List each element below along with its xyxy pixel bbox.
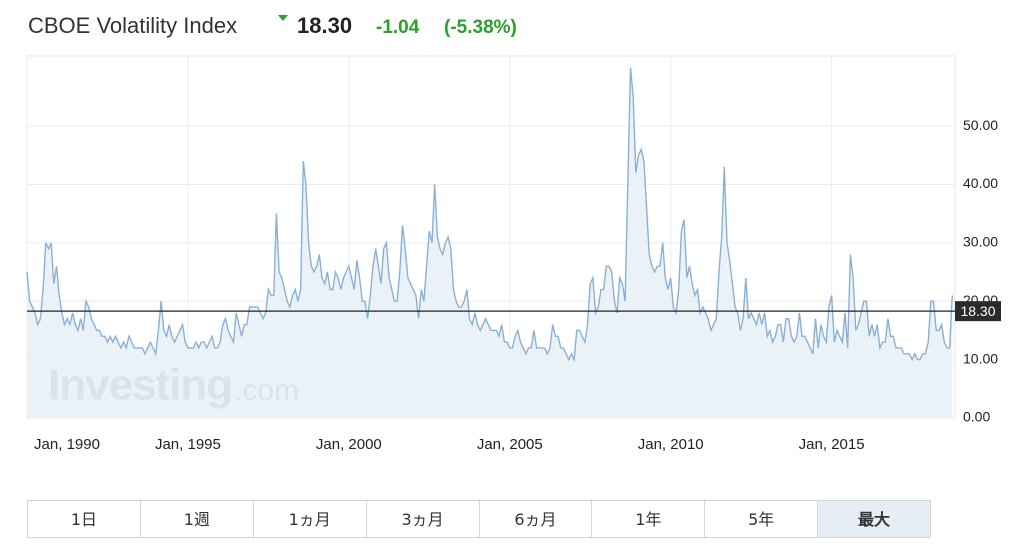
y-tick-label: 40.00 bbox=[963, 175, 998, 191]
y-tick-label: 0.00 bbox=[963, 409, 990, 425]
x-tick-label: Jan, 2005 bbox=[477, 436, 543, 453]
last-price-label: 18.30 bbox=[960, 303, 995, 319]
range-button[interactable]: 5年 bbox=[704, 500, 819, 538]
chart: CBOE Volatility Index 18.30 -1.04 (-5.38… bbox=[26, 13, 1001, 453]
range-button[interactable]: 最大 bbox=[817, 500, 931, 538]
y-tick-label: 30.00 bbox=[963, 234, 998, 250]
area bbox=[27, 67, 953, 418]
down-arrow bbox=[278, 15, 288, 21]
change-pct: (-5.38%) bbox=[444, 17, 517, 38]
chart-title: CBOE Volatility Index bbox=[28, 13, 237, 38]
range-button[interactable]: 3ヵ月 bbox=[365, 500, 480, 538]
last-price-box bbox=[955, 301, 1001, 322]
x-tick-label: Jan, 1995 bbox=[155, 436, 221, 453]
x-tick-label: Jan, 2010 bbox=[638, 436, 704, 453]
change: -1.04 bbox=[376, 17, 420, 38]
x-tick-label: Jan, 2015 bbox=[799, 436, 865, 453]
range-button[interactable]: 1ヵ月 bbox=[252, 500, 367, 538]
x-tick-label: Jan, 2000 bbox=[316, 436, 382, 453]
line bbox=[26, 67, 953, 363]
range-button[interactable]: 6ヵ月 bbox=[478, 500, 593, 538]
range-button[interactable]: 1年 bbox=[591, 500, 706, 538]
range-button[interactable]: 1週 bbox=[139, 500, 254, 538]
y-tick-label: 10.00 bbox=[963, 350, 998, 366]
last-price: 18.30 bbox=[297, 13, 352, 38]
range-button[interactable]: 1日 bbox=[27, 500, 141, 538]
y-tick-label: 50.00 bbox=[963, 117, 998, 133]
x-tick-label: Jan, 1990 bbox=[34, 436, 100, 453]
